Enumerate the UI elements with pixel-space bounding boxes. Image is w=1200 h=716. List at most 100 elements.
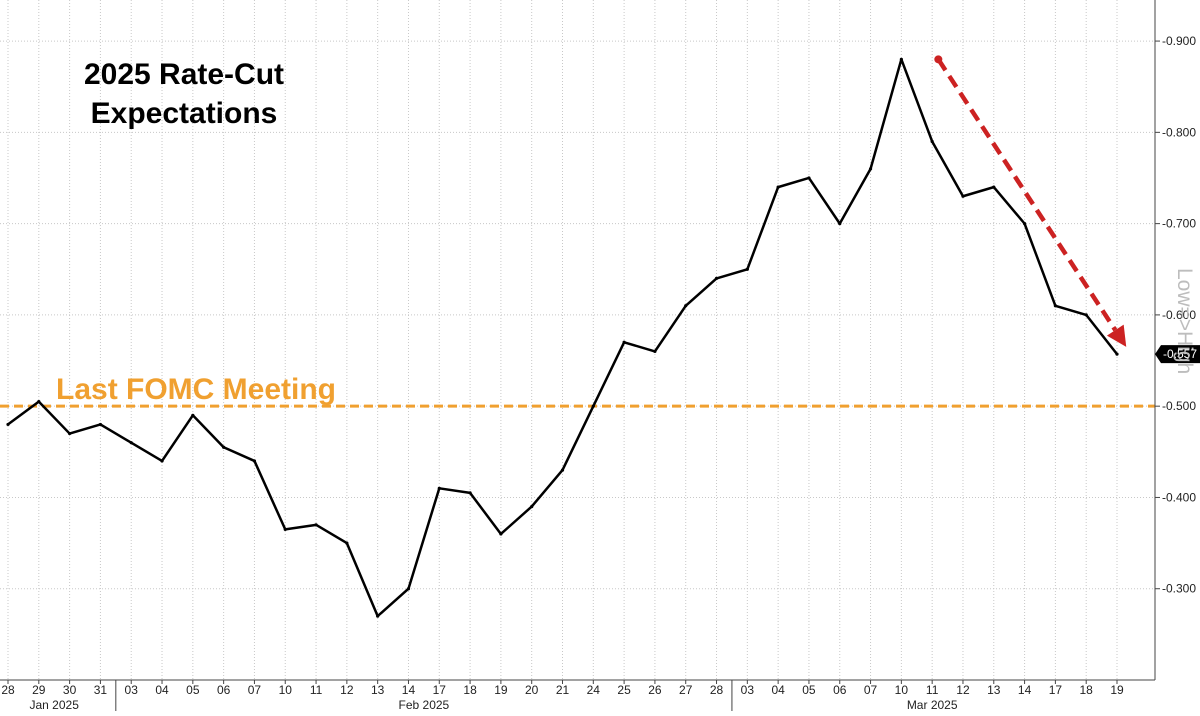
series-segment [376, 587, 410, 618]
series-point [222, 445, 226, 449]
series-segment [1084, 313, 1119, 356]
y-tick-label: -0.500 [1162, 399, 1196, 413]
series-segment [838, 167, 872, 225]
x-tick-label: 14 [402, 683, 416, 697]
x-tick-label: 04 [155, 683, 169, 697]
series-point [961, 194, 965, 198]
series-point [1053, 304, 1057, 308]
chart-title-line-1: 2025 Rate-Cut [84, 58, 284, 91]
x-tick-label: 28 [710, 683, 724, 697]
x-tick-label: 29 [32, 683, 46, 697]
x-tick-label: 12 [340, 683, 354, 697]
month-label: Feb 2025 [399, 698, 450, 711]
series-segment [6, 400, 41, 426]
x-tick-label: 17 [433, 683, 447, 697]
series-point [191, 413, 195, 417]
x-tick-label: 12 [956, 683, 970, 697]
series-point [899, 57, 903, 61]
series-point [376, 614, 380, 618]
series-segment [992, 185, 1026, 225]
series-point [653, 349, 657, 354]
x-tick-label: 26 [648, 683, 662, 697]
fomc-reference-label: Last FOMC Meeting [56, 373, 336, 406]
series-segment [592, 341, 626, 408]
series-segment [900, 58, 934, 143]
series-point [868, 167, 873, 171]
y-tick-label: -0.800 [1162, 125, 1196, 139]
month-label: Jan 2025 [30, 698, 80, 711]
x-tick-label: 13 [987, 683, 1001, 697]
series-segment [68, 423, 102, 435]
series-point [714, 276, 719, 280]
x-tick-label: 17 [1049, 683, 1063, 697]
series-layer [6, 57, 1119, 618]
series-point [560, 468, 565, 472]
series-segment [222, 445, 256, 463]
trend-arrow-head [1106, 324, 1127, 347]
y-tick-label: -0.400 [1162, 490, 1196, 504]
series-segment [930, 140, 965, 198]
series-segment [807, 176, 841, 225]
trend-arrow-layer [934, 55, 1127, 347]
y-tick-label: -0.300 [1162, 582, 1196, 596]
series-point [776, 185, 780, 189]
series-segment [407, 487, 441, 590]
series-point [345, 541, 349, 545]
y-tick-label: -0.600 [1162, 308, 1196, 322]
series-point [468, 491, 472, 495]
series-point [930, 139, 934, 144]
x-tick-label: 10 [895, 683, 909, 697]
series-point [684, 304, 688, 308]
scale-note: Low=>High [1173, 268, 1196, 374]
x-tick-label: 03 [125, 683, 139, 697]
series-point [745, 267, 749, 271]
series-point [807, 176, 811, 180]
series-segment [776, 176, 811, 189]
series-point [992, 185, 996, 189]
series-segment [653, 304, 687, 353]
series-segment [561, 404, 595, 472]
x-tick-label: 20 [525, 683, 539, 697]
series-segment [37, 400, 71, 435]
series-segment [869, 58, 903, 171]
series-point [283, 527, 287, 531]
series-point [1115, 352, 1119, 356]
x-tick-label: 05 [186, 683, 200, 697]
x-tick-label: 11 [310, 683, 323, 697]
series-segment [499, 505, 533, 536]
x-tick-label: 28 [1, 683, 15, 697]
series-segment [530, 468, 564, 508]
series-point [129, 441, 133, 445]
x-tick-label: 30 [63, 683, 77, 697]
grid [0, 0, 1155, 680]
series-segment [622, 341, 657, 353]
y-tick-label: -0.900 [1162, 34, 1196, 48]
series-point [530, 504, 534, 509]
series-point [314, 523, 318, 527]
series-point [499, 532, 503, 536]
trend-arrow-shaft [936, 58, 1118, 332]
series-segment [438, 487, 472, 495]
series-segment [284, 523, 318, 531]
x-tick-label: 19 [494, 683, 508, 697]
y-tick-label: -0.700 [1162, 217, 1196, 231]
series-point [1022, 222, 1027, 226]
series-point [838, 222, 842, 226]
series-point [68, 431, 72, 436]
x-tick-label: 11 [926, 683, 939, 697]
x-tick-label: 07 [248, 683, 262, 697]
last-value-box [1155, 345, 1200, 364]
series-segment [1054, 304, 1088, 317]
x-tick-label: 06 [833, 683, 847, 697]
series-segment [253, 459, 287, 531]
x-tick-label: 13 [371, 683, 385, 697]
series-segment [746, 185, 780, 271]
x-tick-label: 04 [771, 683, 785, 697]
x-tick-label: 03 [741, 683, 755, 697]
series-point [252, 459, 257, 463]
reference-layer: Last FOMC Meeting [0, 373, 1155, 408]
series-point [406, 587, 411, 591]
